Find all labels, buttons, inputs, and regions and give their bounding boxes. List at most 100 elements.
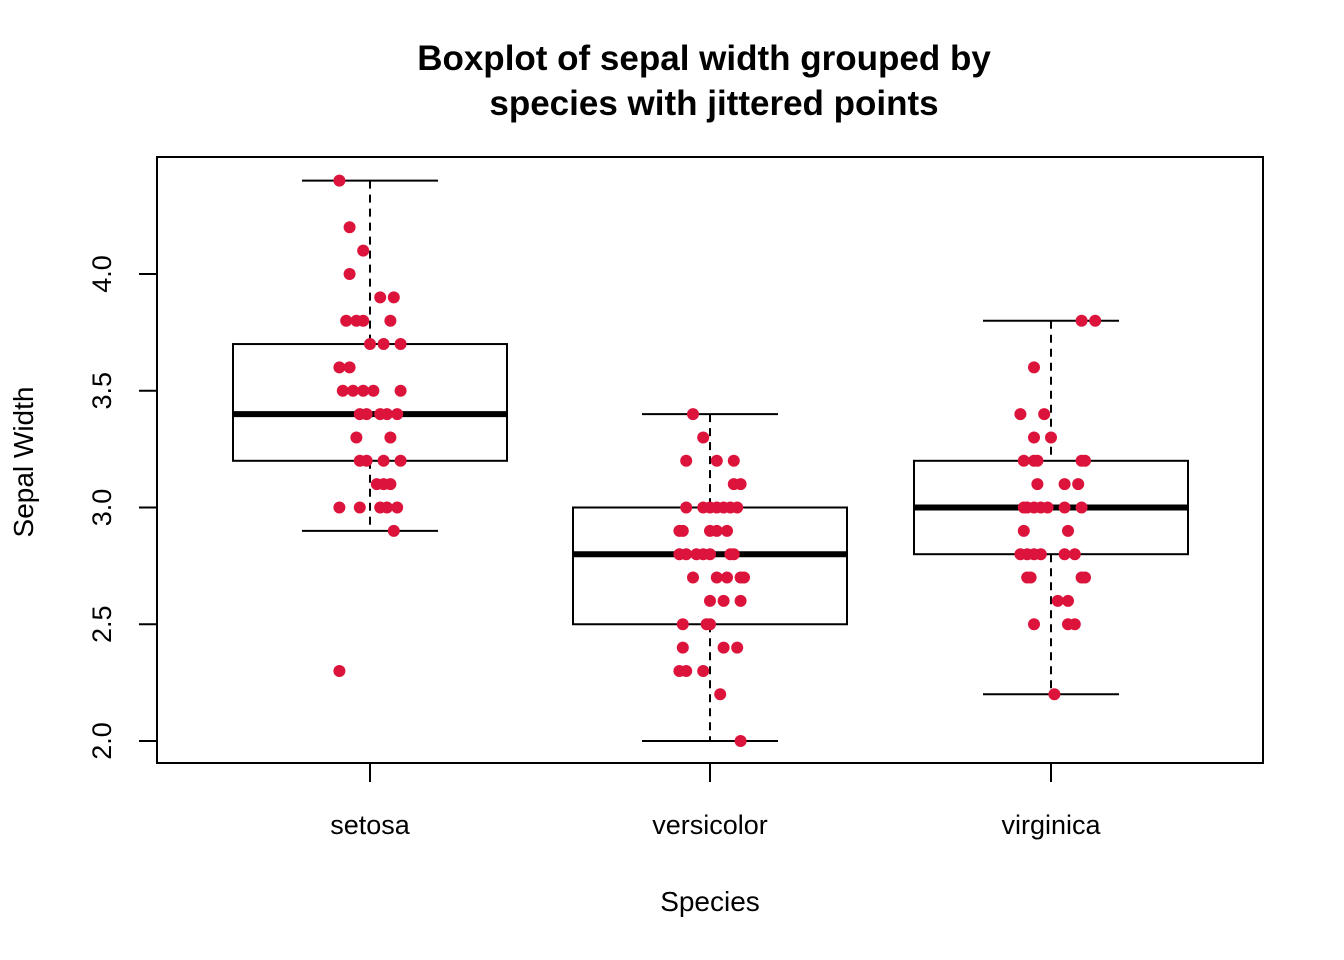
- y-axis-label: Sepal Width: [8, 387, 39, 538]
- point-setosa-28: [360, 454, 373, 467]
- point-setosa-3: [343, 268, 356, 280]
- point-setosa-24: [391, 408, 404, 421]
- point-virginica-9: [1031, 454, 1044, 467]
- point-versicolor-17: [710, 524, 723, 537]
- point-virginica-3: [1014, 408, 1027, 421]
- point-versicolor-31: [704, 594, 716, 607]
- point-setosa-9: [384, 314, 397, 327]
- box-versicolor: [572, 413, 848, 742]
- point-setosa-34: [333, 501, 346, 514]
- point-setosa-15: [336, 384, 349, 397]
- point-versicolor-13: [731, 501, 744, 514]
- point-virginica-4: [1038, 408, 1051, 421]
- point-virginica-14: [1072, 478, 1085, 491]
- x-tick-label-setosa: setosa: [330, 810, 411, 840]
- point-versicolor-27: [710, 571, 723, 584]
- point-versicolor-15: [676, 524, 689, 537]
- point-virginica-38: [1068, 618, 1081, 631]
- x-tick-label-virginica: virginica: [1001, 810, 1101, 840]
- point-virginica-34: [1051, 594, 1064, 607]
- point-virginica-36: [1028, 618, 1040, 631]
- x-axis-label: Species: [660, 886, 760, 917]
- point-virginica-23: [1062, 524, 1074, 537]
- point-virginica-29: [1068, 548, 1081, 561]
- point-setosa-17: [357, 384, 370, 397]
- point-setosa-4: [374, 291, 387, 304]
- point-versicolor-2: [680, 454, 693, 467]
- point-setosa-33: [384, 478, 397, 491]
- point-versicolor-1: [697, 431, 710, 444]
- point-versicolor-4: [727, 454, 740, 467]
- point-versicolor-36: [704, 618, 716, 631]
- point-virginica-20: [1058, 501, 1071, 514]
- point-setosa-6: [340, 314, 353, 327]
- point-versicolor-42: [697, 664, 710, 677]
- y-tick-label-1: 2.5: [87, 605, 117, 643]
- box-setosa: [232, 179, 508, 532]
- point-setosa-39: [387, 524, 400, 537]
- point-versicolor-30: [738, 571, 750, 584]
- point-versicolor-3: [710, 454, 723, 467]
- point-setosa-26: [384, 431, 397, 444]
- point-versicolor-23: [704, 548, 716, 561]
- point-versicolor-20: [680, 548, 693, 561]
- point-setosa-35: [353, 501, 366, 514]
- point-virginica-0: [1075, 314, 1088, 327]
- point-setosa-19: [394, 384, 407, 397]
- y-tick-label-0: 2.0: [87, 722, 117, 760]
- point-virginica-19: [1041, 501, 1054, 514]
- point-virginica-1: [1089, 314, 1102, 327]
- point-versicolor-28: [721, 571, 733, 584]
- point-setosa-38: [391, 501, 404, 514]
- point-setosa-1: [343, 221, 356, 234]
- chart-title-line-1: Boxplot of sepal width grouped by: [417, 39, 991, 78]
- point-setosa-11: [377, 338, 390, 351]
- point-virginica-13: [1058, 478, 1071, 491]
- box-rect-setosa: [232, 343, 508, 462]
- point-setosa-30: [394, 454, 407, 467]
- points-layer: [333, 174, 1102, 747]
- point-virginica-27: [1034, 548, 1047, 561]
- point-setosa-25: [350, 431, 363, 444]
- point-setosa-2: [357, 244, 370, 257]
- point-versicolor-0: [687, 408, 699, 421]
- point-setosa-21: [360, 408, 373, 421]
- point-setosa-40: [333, 664, 346, 677]
- point-setosa-5: [387, 291, 400, 304]
- point-virginica-22: [1017, 524, 1030, 537]
- point-setosa-18: [367, 384, 380, 397]
- y-tick-label-3: 3.5: [87, 372, 117, 410]
- point-versicolor-26: [687, 571, 699, 584]
- point-versicolor-32: [717, 594, 730, 607]
- point-versicolor-37: [676, 641, 689, 654]
- point-setosa-14: [343, 361, 356, 374]
- point-setosa-13: [333, 361, 346, 374]
- point-versicolor-33: [734, 594, 747, 607]
- point-setosa-29: [377, 454, 390, 467]
- point-virginica-11: [1079, 454, 1091, 467]
- point-setosa-16: [347, 384, 359, 397]
- point-virginica-31: [1024, 571, 1037, 584]
- point-versicolor-38: [717, 641, 730, 654]
- point-virginica-35: [1062, 594, 1074, 607]
- point-setosa-0: [333, 174, 346, 187]
- point-setosa-12: [394, 338, 407, 351]
- point-versicolor-6: [734, 478, 747, 491]
- chart-title-line-2: species with jittered points: [489, 84, 938, 123]
- point-versicolor-44: [734, 735, 747, 747]
- x-tick-label-versicolor: versicolor: [652, 810, 768, 840]
- point-virginica-7: [1017, 454, 1030, 467]
- point-virginica-2: [1028, 361, 1040, 374]
- point-setosa-23: [381, 408, 393, 421]
- boxes-layer: [232, 179, 1189, 742]
- point-setosa-10: [364, 338, 376, 351]
- point-versicolor-34: [676, 618, 689, 631]
- point-virginica-5: [1028, 431, 1040, 444]
- point-setosa-37: [381, 501, 393, 514]
- point-versicolor-39: [731, 641, 744, 654]
- y-tick-label-2: 3.0: [87, 489, 117, 527]
- point-virginica-28: [1058, 548, 1071, 561]
- point-virginica-21: [1075, 501, 1088, 514]
- y-tick-label-4: 4.0: [87, 255, 117, 293]
